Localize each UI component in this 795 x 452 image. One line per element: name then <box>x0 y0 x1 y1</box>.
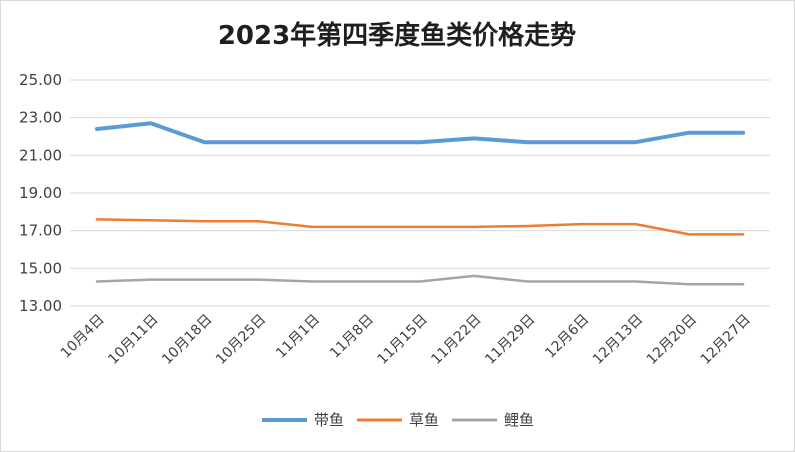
x-tick-label: 11月1日 <box>273 312 323 362</box>
legend-label: 带鱼 <box>314 411 344 429</box>
y-tick-label: 17.00 <box>19 222 62 240</box>
y-axis-ticks: 13.00 15.00 17.00 19.00 21.00 23.00 25.00 <box>19 71 62 315</box>
x-tick-label: 10月18日 <box>159 312 215 368</box>
series-line-1 <box>94 121 746 145</box>
x-tick-label: 12月13日 <box>590 312 646 368</box>
x-tick-label: 10月11日 <box>105 312 161 368</box>
y-tick-label: 21.00 <box>19 146 62 164</box>
x-tick-label: 11月15日 <box>375 312 431 368</box>
x-tick-label: 12月6日 <box>542 312 592 362</box>
y-tick-label: 19.00 <box>19 184 62 202</box>
gridlines <box>70 79 770 307</box>
legend-label: 草鱼 <box>409 411 439 429</box>
y-tick-label: 15.00 <box>19 259 62 277</box>
x-tick-label: 11月8日 <box>327 312 377 362</box>
series-line-2 <box>95 218 745 236</box>
x-tick-label: 10月25日 <box>213 312 269 368</box>
y-tick-label: 25.00 <box>19 71 62 89</box>
legend-label: 鲤鱼 <box>504 411 534 429</box>
x-tick-label: 12月20日 <box>644 312 700 368</box>
series-lines <box>94 121 746 286</box>
x-tick-label: 12月27日 <box>698 312 754 368</box>
y-tick-label: 13.00 <box>19 297 62 315</box>
x-tick-label: 11月22日 <box>428 312 484 368</box>
y-tick-label: 23.00 <box>19 109 62 127</box>
legend: 带鱼 草鱼 鲤鱼 <box>262 411 534 429</box>
x-tick-label: 11月29日 <box>482 312 538 368</box>
x-tick-label: 10月4日 <box>58 312 108 362</box>
chart-title: 2023年第四季度鱼类价格走势 <box>218 20 576 51</box>
series-line-3 <box>95 274 745 286</box>
